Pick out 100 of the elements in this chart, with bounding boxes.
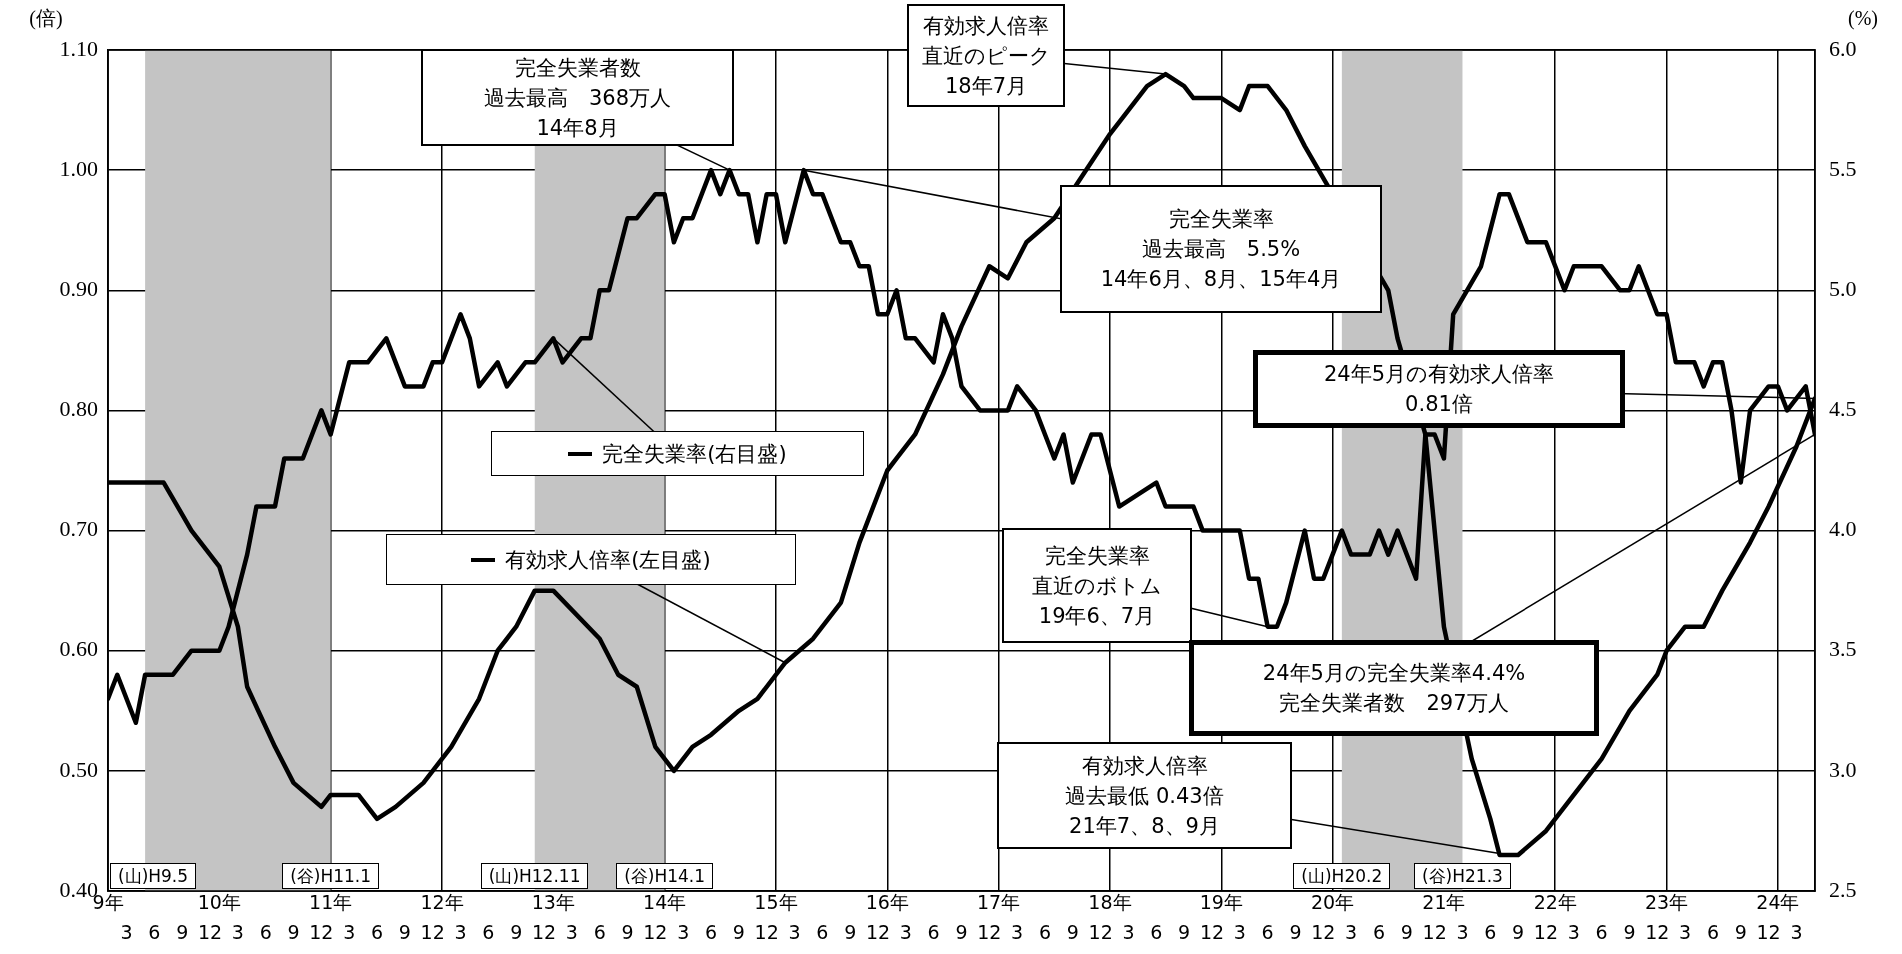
x-tick-label: 6 (927, 921, 940, 944)
annotation: 完全失業者数 297万人 (1279, 690, 1509, 717)
x-tick-label: 6 (1484, 921, 1497, 944)
x-tick-label: 9 (1178, 921, 1191, 944)
x-tick-label: 12 (754, 921, 779, 944)
x-tick-label: 12 (1756, 921, 1781, 944)
y2-tick-label: 4.0 (1829, 516, 1857, 542)
x-tick-label: 3 (1790, 921, 1803, 944)
y-tick-label: 0.60 (59, 636, 98, 662)
x-tick-label: 6 (148, 921, 161, 944)
x-tick-label: 6 (259, 921, 272, 944)
x2-tick-label: 13年 (531, 891, 575, 914)
x-tick-label: 3 (1233, 921, 1246, 944)
annotation: 直近のピーク (921, 42, 1051, 70)
x2-tick-label: 16年 (865, 891, 909, 914)
annotation: 直近のボトム (1032, 572, 1162, 600)
y-tick-label: 0.80 (59, 396, 98, 422)
annotation: 18年7月 (944, 72, 1028, 100)
x-tick-label: 3 (1679, 921, 1692, 944)
label-box: (谷)H11.1 (282, 863, 380, 889)
annotation: 完全失業者数 (514, 54, 641, 82)
x-tick-label: 12 (865, 921, 891, 944)
x-tick-label: 3 (120, 921, 133, 944)
x2-tick-label: 18年 (1088, 891, 1132, 914)
callout-box: 完全失業者数 過去最高 368万人 14年8月 (421, 49, 734, 146)
label-box: (谷)H14.1 (616, 863, 714, 889)
x-tick-label: 12 (1199, 921, 1225, 944)
x-tick-label: 9 (621, 921, 634, 944)
x-tick-label: 9 (955, 921, 968, 944)
x2-tick-label: 15年 (754, 891, 798, 914)
annotation: 21年7、8、9月 (1069, 812, 1220, 840)
y2-tick-label: 6.0 (1829, 35, 1857, 61)
y2-tick-label: 5.5 (1829, 155, 1857, 181)
annotation: 14年8月 (536, 114, 619, 142)
x-tick-label: 6 (1595, 921, 1608, 944)
callout-box: 24年5月の有効求人倍率 0.81倍 (1253, 350, 1625, 428)
callout-box: 24年5月の完全失業率4.4% 完全失業者数 297万人 (1189, 640, 1599, 736)
y2-tick-label: 2.5 (1829, 876, 1857, 902)
annotation: 24年5月の完全失業率4.4% (1262, 660, 1526, 687)
x-tick-label: 9 (1623, 921, 1636, 944)
callout-box: 完全失業率(右目盛) (491, 431, 864, 476)
x-tick-label: 9 (176, 921, 189, 944)
x-tick-label: 9 (1066, 921, 1079, 944)
x-tick-label: 6 (1706, 921, 1719, 944)
legend-label: 完全失業率(右目盛) (602, 440, 787, 468)
x-tick-label: 12 (1311, 921, 1336, 944)
x-tick-label: 6 (1372, 921, 1386, 944)
annotation: 完全失業率 (1044, 542, 1150, 570)
x-tick-label: 12 (1533, 921, 1559, 944)
x-tick-label: 6 (1261, 921, 1274, 944)
label-box: (谷)H21.3 (1413, 863, 1511, 889)
y2-axis-title: (%) (1848, 7, 1878, 31)
x-tick-label: 3 (343, 921, 356, 944)
x2-tick-label: 17年 (977, 891, 1021, 914)
x-tick-label: 6 (593, 921, 606, 944)
x-tick-label: 12 (531, 921, 557, 944)
x-tick-label: 12 (420, 921, 445, 944)
x-tick-label: 3 (1567, 921, 1580, 944)
x-tick-label: 9 (1400, 921, 1413, 944)
x2-tick-label: 23年 (1644, 891, 1689, 914)
annotation: 過去最低 0.43倍 (1065, 782, 1224, 810)
annotation: 完全失業率 (1168, 206, 1274, 233)
annotation: 有効求人倍率 (1081, 752, 1208, 780)
x2-tick-label: 14年 (643, 891, 687, 914)
x-tick-label: 3 (454, 921, 467, 944)
x-tick-label: 6 (704, 921, 718, 944)
y2-tick-label: 5.0 (1829, 276, 1857, 302)
x2-tick-label: 12年 (420, 891, 464, 914)
x-tick-label: 9 (844, 921, 857, 944)
label-box: (山)H9.5 (110, 863, 197, 889)
callout-box: 有効求人倍率 過去最低 0.43倍 21年7、8、9月 (997, 742, 1292, 849)
x2-tick-label: 20年 (1310, 891, 1355, 914)
label-box: (山)H20.2 (1293, 863, 1391, 889)
x-tick-label: 3 (1122, 921, 1135, 944)
x-tick-label: 9 (398, 921, 411, 944)
annotation: 過去最高 368万人 (483, 84, 672, 112)
x-tick-label: 6 (370, 921, 384, 944)
y-tick-label: 1.00 (59, 155, 98, 181)
callout-box: 有効求人倍率 直近のピーク 18年7月 (907, 4, 1065, 107)
x-tick-label: 12 (643, 921, 668, 944)
y2-tick-label: 3.5 (1829, 636, 1857, 662)
x2-tick-label: 10年 (197, 891, 241, 914)
x-tick-label: 12 (197, 921, 223, 944)
annotation: 有効求人倍率 (923, 12, 1049, 40)
y2-tick-label: 3.0 (1829, 756, 1857, 782)
x2-tick-label: 21年 (1422, 891, 1466, 914)
x-tick-label: 3 (565, 921, 578, 944)
x-tick-label: 12 (1422, 921, 1447, 944)
x-tick-label: 12 (977, 921, 1002, 944)
x2-tick-label: 24年 (1756, 891, 1800, 914)
annotation: 過去最高 5.5% (1141, 236, 1301, 263)
x-tick-label: 6 (816, 921, 829, 944)
x-tick-label: 9 (1734, 921, 1747, 944)
x-tick-label: 3 (1011, 921, 1024, 944)
y-tick-label: 0.90 (59, 276, 98, 302)
annotation: 0.81倍 (1405, 391, 1473, 418)
x2-tick-label: 19年 (1199, 891, 1243, 914)
y-tick-label: 0.50 (59, 756, 98, 782)
callout-box: 完全失業率 過去最高 5.5% 14年6月、8月、15年4月 (1060, 185, 1382, 313)
y-tick-label: 0.70 (59, 516, 98, 542)
